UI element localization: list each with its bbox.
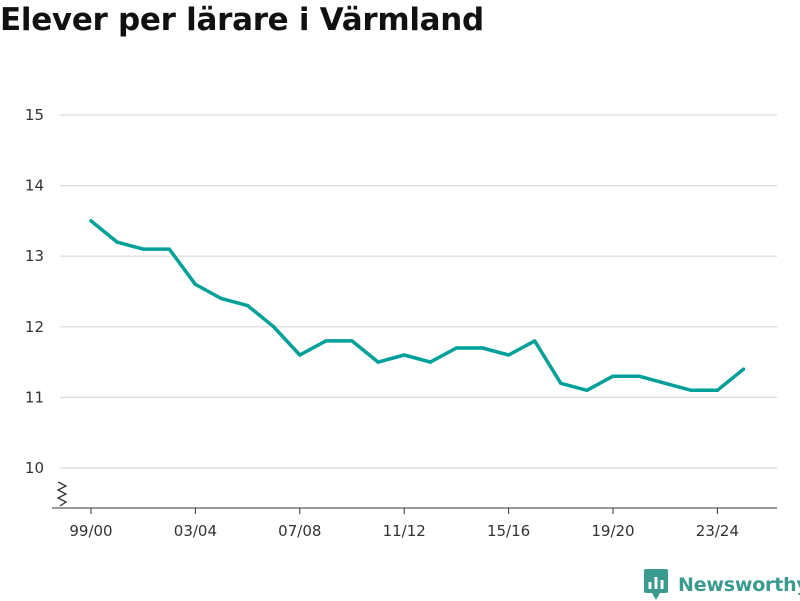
data-point <box>428 360 432 364</box>
gridlines <box>60 114 777 469</box>
x-tick-label: 19/20 <box>591 522 634 540</box>
x-tick-label: 99/00 <box>69 522 112 540</box>
y-axis-tick-labels: 10 11 12 13 14 15 <box>25 106 44 477</box>
brand-logo: Newsworthy <box>644 569 800 601</box>
data-point <box>376 360 380 364</box>
y-tick-label: 14 <box>25 177 44 195</box>
x-tick-label: 11/12 <box>383 522 426 540</box>
y-tick-label: 12 <box>25 318 44 336</box>
data-point <box>89 219 93 223</box>
data-point <box>350 339 354 343</box>
data-point <box>298 353 302 357</box>
data-point <box>219 296 224 301</box>
y-tick-label: 10 <box>25 459 44 477</box>
data-point <box>663 381 667 385</box>
data-point <box>689 388 693 393</box>
x-tick-label: 15/16 <box>487 522 530 540</box>
y-tick-label: 13 <box>25 247 44 265</box>
brand-name: Newsworthy <box>678 574 800 596</box>
data-point <box>533 339 537 343</box>
x-axis <box>52 481 777 509</box>
x-tick-label: 07/08 <box>278 522 321 540</box>
x-axis-ticks: 99/00 03/04 07/08 11/12 15/16 19/20 23/24 <box>69 508 739 540</box>
series-line-0 <box>89 219 746 393</box>
data-point <box>324 339 328 343</box>
series-group <box>89 219 746 393</box>
chart-title: Elever per lärare i Värmland <box>0 2 484 38</box>
x-tick-label: 03/04 <box>174 522 217 540</box>
y-axis-break-icon <box>56 481 68 507</box>
y-tick-label: 11 <box>25 388 44 406</box>
data-point <box>272 325 276 329</box>
data-point <box>115 240 119 244</box>
data-point <box>480 346 485 350</box>
data-point <box>506 353 511 357</box>
data-point <box>559 381 563 385</box>
data-point <box>167 247 171 251</box>
data-point <box>741 367 746 371</box>
data-point <box>402 353 406 357</box>
data-point <box>715 388 720 393</box>
y-tick-label: 15 <box>25 106 44 124</box>
data-point <box>611 374 615 378</box>
data-point <box>585 388 589 393</box>
data-point <box>193 282 198 287</box>
data-point <box>454 346 459 350</box>
data-point <box>245 303 250 308</box>
data-point <box>141 247 145 251</box>
newsworthy-logo-icon <box>644 569 668 600</box>
data-point <box>637 374 641 378</box>
x-tick-label: 23/24 <box>696 522 739 540</box>
